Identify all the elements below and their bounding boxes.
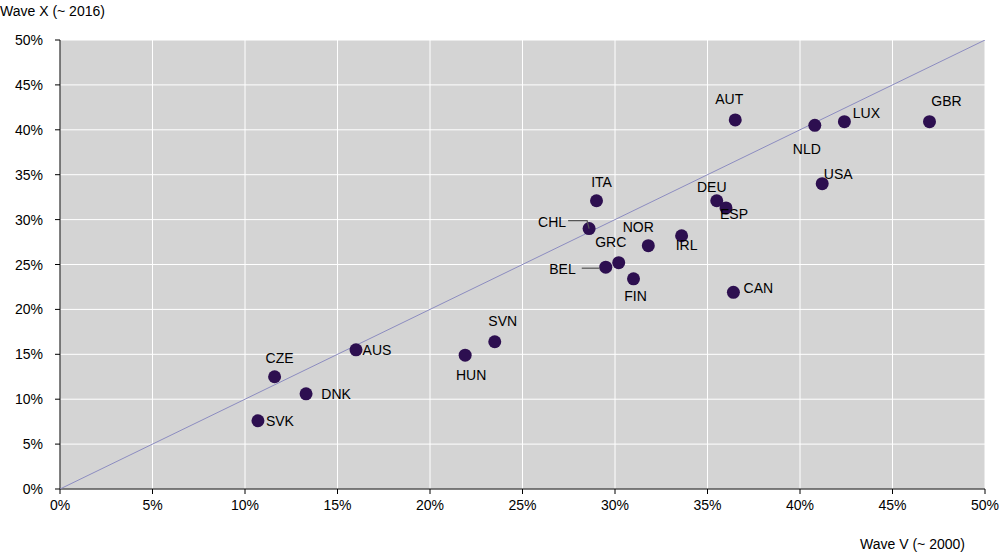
y-tick [55,129,60,130]
x-tick-label: 40% [786,497,814,513]
x-tick-label: 0% [50,497,70,513]
x-tick-label: 35% [693,497,721,513]
point [923,115,936,128]
point-label: LUX [853,105,881,121]
y-tick-label: 10% [15,391,43,407]
point-label: USA [824,166,853,182]
y-tick-label: 5% [23,436,43,452]
point [459,349,472,362]
x-tick-label: 10% [231,497,259,513]
y-tick-label: 45% [15,77,43,93]
grid-line-y [60,219,985,220]
y-tick-label: 0% [23,481,43,497]
grid-line-y [60,309,985,310]
point [838,115,851,128]
point [727,286,740,299]
point [590,194,603,207]
point-label: CZE [266,350,294,366]
point-label: ESP [720,206,748,222]
leader-line [582,268,600,269]
labels: CZE SVK DNK AUS HUN SVN ITA CHL GRC BEL FIN NOR IRL D… [266,91,962,429]
point-label: NOR [623,219,654,235]
point [300,387,313,400]
point-label: AUS [363,342,392,358]
point [627,272,640,285]
x-tick-label: 20% [416,497,444,513]
x-tick [985,489,986,494]
point-label: ITA [591,174,612,190]
point-label: AUT [715,91,743,107]
point-label: HUN [456,367,486,383]
point-label: IRL [676,237,698,253]
y-tick [55,444,60,445]
point [268,370,281,383]
point [599,261,612,274]
x-tick-label: 45% [878,497,906,513]
y-tick-label: 40% [15,122,43,138]
reference-line [60,40,985,489]
point [642,239,655,252]
point [350,343,363,356]
x-tick-label: 30% [601,497,629,513]
y-tick [55,174,60,175]
point-label: FIN [624,288,647,304]
x-tick [430,489,431,494]
plot-background [60,40,985,489]
point-label: DNK [321,386,351,402]
y-tick-label: 15% [15,346,43,362]
y-tick [55,489,60,490]
point-label: SVK [266,413,295,429]
grid-line-y [60,444,985,445]
x-tick [60,489,61,494]
x-tick [245,489,246,494]
x-tick [522,489,523,494]
point-label: SVN [488,313,517,329]
grid-line-y [60,40,985,41]
x-tick-label: 25% [508,497,536,513]
y-tick-label: 25% [15,257,43,273]
y-tick [55,354,60,355]
grid-line-y [60,84,985,85]
leader-line [568,221,589,229]
x-tick [800,489,801,494]
x-tick [152,489,153,494]
point-label: NLD [793,141,821,157]
y-tick [55,40,60,41]
y-tick-label: 50% [15,32,43,48]
x-tick [337,489,338,494]
point [612,256,625,269]
point-label: CAN [744,280,774,296]
y-tick-label: 20% [15,301,43,317]
y-tick [55,264,60,265]
y-tick [55,84,60,85]
grid-line-y [60,129,985,130]
point [488,335,501,348]
point-label: GBR [931,93,961,109]
point-label: GRC [595,234,626,250]
grid-line-y [60,354,985,355]
y-tick-label: 30% [15,212,43,228]
point [729,113,742,126]
point-label: CHL [538,214,566,230]
y-tick [55,219,60,220]
grid-line-y [60,399,985,400]
x-axis-title: Wave V (~ 2000) [860,536,965,552]
x-tick [615,489,616,494]
point [251,414,264,427]
point-label: DEU [697,179,727,195]
x-tick [707,489,708,494]
x-tick-label: 50% [971,497,999,513]
y-tick-label: 35% [15,167,43,183]
y-tick [55,399,60,400]
y-axis-title: Wave X (~ 2016) [0,3,105,19]
point [808,119,821,132]
point-label: BEL [549,261,576,277]
chart: 0% 5% 10% 15% 20% 25% 30% 35% 40% 45% 50% 0% 5% 10% 15… [0,0,1000,555]
plot-marks [60,40,985,489]
y-tick [55,309,60,310]
x-tick-label: 15% [323,497,351,513]
x-tick [892,489,893,494]
x-tick-label: 5% [142,497,162,513]
